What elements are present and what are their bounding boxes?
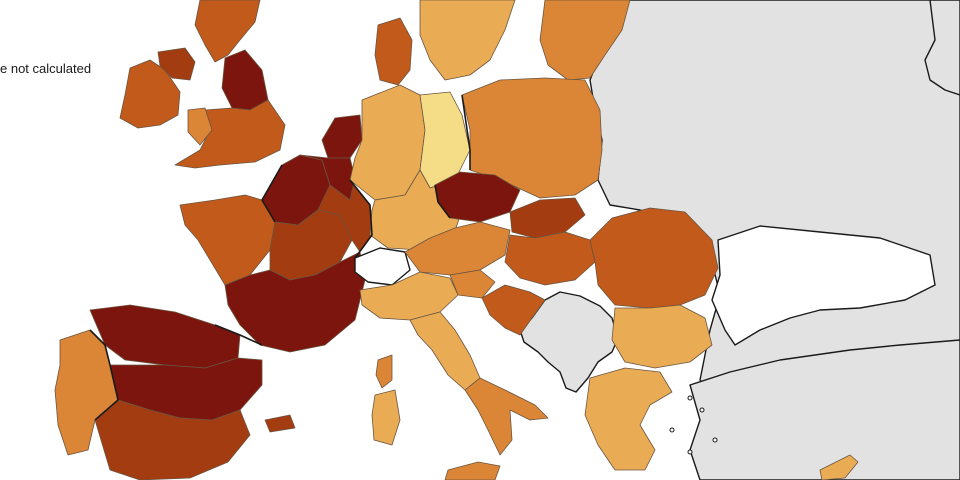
region-bulgaria — [611, 304, 713, 369]
region-sweden — [419, 0, 516, 81]
small-islands — [669, 395, 859, 480]
region-austria — [404, 221, 511, 276]
region-balearic — [264, 414, 296, 433]
region-switzerland — [354, 247, 411, 286]
italy — [359, 271, 549, 480]
region-slovakia — [509, 197, 586, 239]
region-italy-south — [464, 377, 549, 456]
region-sardinia — [371, 389, 401, 446]
legend-label: e not calculated — [0, 61, 92, 76]
region-denmark — [374, 17, 413, 86]
region-france-west — [179, 194, 276, 286]
region-scotland — [194, 0, 261, 63]
region-sicily — [444, 461, 501, 480]
benelux — [299, 114, 363, 201]
region-ireland — [119, 59, 181, 129]
iberia — [54, 304, 296, 480]
nordics — [374, 0, 631, 86]
region-cyprus — [819, 454, 859, 480]
south-east-europe — [584, 207, 719, 471]
region-hungary — [504, 231, 596, 286]
central-europe — [404, 77, 603, 336]
region-england — [174, 99, 286, 169]
region-greece — [584, 367, 673, 471]
balkans-non-eu — [519, 291, 619, 393]
region-romania — [589, 207, 719, 309]
russia-belarus-ukraine-area — [924, 0, 960, 96]
non-eu-land — [519, 0, 960, 480]
british-isles — [119, 0, 286, 169]
region-spain-south — [94, 399, 251, 480]
national-borders — [89, 94, 471, 421]
france — [179, 154, 373, 353]
region-northern-ireland — [157, 47, 196, 81]
region-baltic-states — [539, 0, 631, 81]
region-italy-north — [359, 271, 459, 321]
black-sea — [711, 225, 936, 346]
region-croatia — [481, 284, 546, 336]
region-wales — [187, 107, 213, 146]
region-corsica — [375, 354, 393, 389]
region-belgium — [299, 154, 356, 201]
turkey-area — [689, 339, 960, 480]
